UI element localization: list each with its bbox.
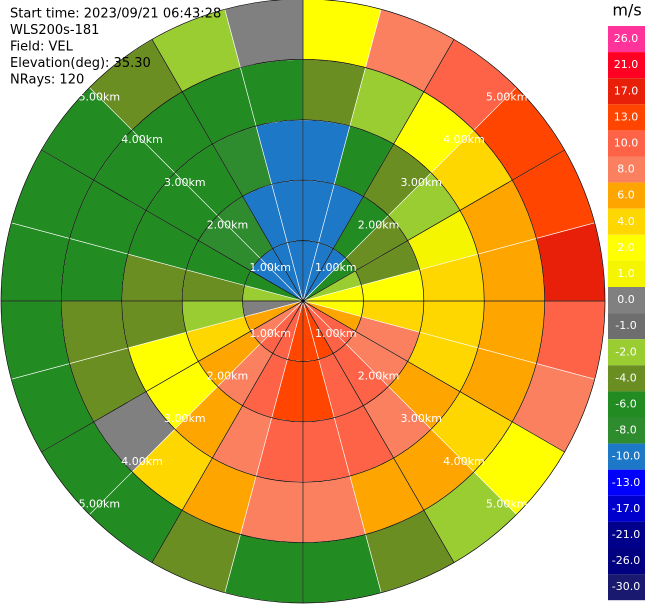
range-ring: [0, 0, 606, 604]
range-ring-label: 3.00km: [400, 176, 442, 189]
colorbar-label: 17.0: [614, 84, 639, 97]
spoke: [151, 39, 455, 563]
colorbar-label: -2.0: [615, 345, 636, 358]
colorbar-box: [608, 52, 645, 79]
colorbar-box: [608, 287, 645, 314]
overlay: 1.00km 1.00km 1.00km 1.00km 2.00km 2.00km 2.00…: [0, 0, 606, 604]
colorbar-label: -4.0: [615, 371, 636, 384]
colorbar-label: 13.0: [614, 110, 639, 123]
colorbar-box: [608, 339, 645, 366]
colorbar-box: [608, 365, 645, 392]
colorbar-label: -8.0: [615, 424, 636, 437]
colorbar-box: [608, 417, 645, 444]
colorbar-box: [608, 260, 645, 287]
colorbar-label: 0.0: [617, 293, 635, 306]
colorbar-box: [608, 469, 645, 496]
colorbar-label: -21.0: [612, 528, 640, 541]
range-ring: [181, 179, 425, 423]
colorbar-box: [608, 391, 645, 418]
colorbar-box: [608, 182, 645, 209]
colorbar-box: [608, 130, 645, 157]
colorbar-label: -17.0: [612, 502, 640, 515]
range-ring: [121, 119, 485, 483]
colorbar-label: 10.0: [614, 136, 639, 149]
range-ring-label: 4.00km: [121, 455, 163, 468]
colorbar-box: [608, 495, 645, 522]
colorbar-box: [608, 78, 645, 105]
range-ring-label: 4.00km: [121, 133, 163, 146]
colorbar-label: 1.0: [617, 267, 635, 280]
range-ring-label: 3.00km: [400, 412, 442, 425]
colorbar-label: -26.0: [612, 554, 640, 567]
range-ring: [61, 59, 545, 543]
colorbar-box: [608, 443, 645, 470]
colorbar-label: -13.0: [612, 476, 640, 489]
range-ring-label: 5.00km: [486, 498, 528, 511]
colorbar-label: 4.0: [617, 215, 635, 228]
colorbar-box: [608, 104, 645, 131]
header-line: Field: VEL: [10, 40, 74, 55]
colorbar-label: 8.0: [617, 163, 635, 176]
range-ring-label: 2.00km: [358, 370, 400, 383]
range-ring-label: 2.00km: [358, 218, 400, 231]
header-line: Elevation(deg): 35.30: [10, 56, 151, 71]
colorbar-box: [608, 26, 645, 53]
colorbar-box: [608, 313, 645, 340]
colorbar-label: 26.0: [614, 32, 639, 45]
header-line: WLS200s-181: [10, 23, 99, 38]
range-ring-label: 2.00km: [207, 218, 249, 231]
range-ring-label: 5.00km: [486, 90, 528, 103]
colorbar-label: -10.0: [612, 450, 640, 463]
header-line: Start time: 2023/09/21 06:43:28: [10, 7, 221, 22]
colorbar-box: [608, 234, 645, 261]
range-ring-label: 1.00km: [315, 327, 357, 340]
colorbar-title: m/s: [612, 1, 641, 20]
range-ring-label: 5.00km: [79, 90, 121, 103]
ppi-plot: [0, 0, 606, 604]
range-ring-label: 4.00km: [443, 455, 485, 468]
colorbar-label: -6.0: [615, 397, 636, 410]
colorbar-label: 2.0: [617, 241, 635, 254]
range-ring-label: 3.00km: [164, 176, 206, 189]
colorbar-box: [608, 208, 645, 235]
colorbar-box: [608, 574, 645, 601]
range-ring-label: 4.00km: [443, 133, 485, 146]
range-ring-label: 1.00km: [249, 327, 291, 340]
header-line: NRays: 120: [10, 73, 84, 88]
range-ring-label: 1.00km: [315, 261, 357, 274]
colorbar-label: -1.0: [615, 319, 636, 332]
range-ring-label: 1.00km: [249, 261, 291, 274]
colorbar: 26.0 21.0 17.0 13.0 10.0 8.0 6.0 4.0 2.0 1.0 0.0 -1…: [608, 26, 645, 601]
range-ring: [242, 240, 364, 362]
range-ring-label: 3.00km: [164, 412, 206, 425]
colorbar-label: -30.0: [612, 580, 640, 593]
range-ring-label: 2.00km: [207, 370, 249, 383]
colorbar-box: [608, 521, 645, 548]
range-ring-label: 5.00km: [79, 498, 121, 511]
colorbar-label: 6.0: [617, 189, 635, 202]
colorbar-box: [608, 548, 645, 575]
colorbar-box: [608, 156, 645, 183]
colorbar-label: 21.0: [614, 58, 639, 71]
